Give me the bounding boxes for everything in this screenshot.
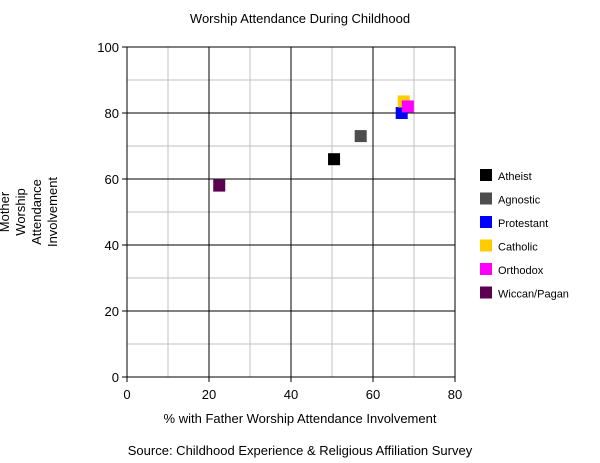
legend-swatch [480, 263, 492, 275]
y-axis-label-line: Mother [0, 191, 12, 232]
x-axis-ticks: 0 20 40 60 80 [123, 377, 462, 402]
legend: Atheist Agnostic Protestant Catholic Orthodo… [480, 169, 569, 301]
legend-label: Wiccan/Pagan [498, 289, 569, 301]
point-orthodox [401, 100, 414, 113]
y-axis-label-line: Involvement [45, 177, 60, 247]
legend-swatch [480, 239, 492, 252]
y-tick-label: 80 [105, 106, 119, 121]
y-axis-label-line: Worship [13, 188, 28, 235]
legend-swatch [480, 286, 492, 299]
y-tick-label: 100 [97, 40, 119, 55]
data-points [213, 95, 414, 192]
y-axis-label: % withMotherWorshipAttendanceInvolvement [0, 177, 60, 247]
point-wiccan-pagan [213, 179, 226, 192]
legend-label: Catholic [498, 242, 538, 254]
y-axis-label-text: % withMotherWorshipAttendanceInvolvement [0, 177, 60, 247]
y-tick-label: 40 [105, 238, 119, 253]
legend-label: Protestant [498, 218, 548, 230]
y-axis-ticks: 0 20 40 60 80 100 [97, 40, 127, 385]
y-axis-label-line: Attendance [29, 179, 44, 245]
legend-label: Atheist [498, 171, 532, 183]
x-tick-label: 60 [366, 387, 380, 402]
x-tick-label: 0 [123, 387, 130, 402]
source-note: Source: Childhood Experience & Religious… [128, 443, 473, 458]
legend-label: Orthodox [498, 265, 544, 277]
legend-swatch [480, 216, 492, 228]
legend-swatch [480, 192, 492, 205]
point-atheist [328, 153, 341, 166]
y-tick-label: 60 [105, 172, 119, 187]
x-axis-label: % with Father Worship Attendance Involve… [164, 411, 437, 426]
y-tick-label: 20 [105, 304, 119, 319]
chart-title: Worship Attendance During Childhood [190, 11, 410, 26]
point-agnostic [354, 130, 367, 143]
x-tick-label: 20 [202, 387, 216, 402]
legend-label: Agnostic [498, 195, 541, 207]
x-tick-label: 40 [284, 387, 298, 402]
x-tick-label: 80 [448, 387, 462, 402]
legend-swatch [480, 169, 492, 181]
y-tick-label: 0 [112, 370, 119, 385]
